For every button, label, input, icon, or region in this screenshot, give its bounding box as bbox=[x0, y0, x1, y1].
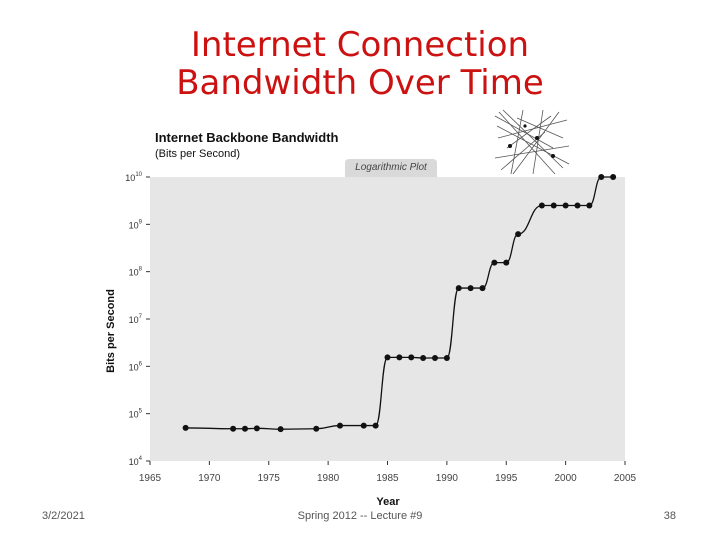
series-points bbox=[182, 174, 617, 433]
data-point bbox=[455, 285, 462, 292]
chart-axes: 1965 1970 1975 1980 1985 1990 1995 2000 2005 104 1… bbox=[125, 172, 636, 484]
data-point bbox=[420, 354, 427, 361]
data-point bbox=[574, 202, 581, 209]
y-axis-label: Bits per Second bbox=[105, 289, 117, 373]
bandwidth-line bbox=[185, 176, 614, 430]
data-point bbox=[491, 259, 498, 266]
x-tick-label: 1975 bbox=[258, 473, 281, 484]
data-point bbox=[360, 422, 367, 429]
chart-title: Internet Backbone Bandwidth (Bits per Se… bbox=[155, 130, 338, 162]
y-tick-label: 107 bbox=[129, 314, 143, 325]
data-point bbox=[372, 422, 379, 429]
data-point bbox=[586, 202, 593, 209]
data-point bbox=[337, 422, 343, 429]
data-point bbox=[538, 202, 545, 209]
footer-date: 3/2/2021 bbox=[42, 510, 85, 522]
data-point bbox=[562, 202, 569, 209]
y-tick-label: 104 bbox=[129, 456, 143, 467]
x-tick-label: 2000 bbox=[555, 473, 578, 484]
x-axis-label: Year bbox=[376, 496, 400, 508]
data-point bbox=[443, 354, 450, 361]
data-point bbox=[467, 285, 474, 292]
chart-title-text: Internet Backbone Bandwidth bbox=[155, 130, 339, 145]
data-point bbox=[408, 354, 415, 361]
network-graph-icon bbox=[494, 109, 570, 175]
data-point bbox=[479, 285, 486, 292]
data-point bbox=[396, 354, 403, 361]
slide-title-line-2: Bandwidth Over Time bbox=[176, 63, 544, 103]
footer-course: Spring 2012 -- Lecture #9 bbox=[297, 510, 423, 522]
y-tick-label: 108 bbox=[129, 267, 143, 278]
y-tick-label: 109 bbox=[129, 219, 143, 230]
y-tick-label: 106 bbox=[129, 361, 143, 372]
data-point bbox=[384, 354, 391, 361]
x-tick-label: 1980 bbox=[317, 473, 340, 484]
data-point bbox=[313, 425, 320, 432]
chart-title-unit: (Bits per Second) bbox=[155, 148, 240, 160]
plot-area bbox=[150, 177, 625, 461]
y-tick-label: 1010 bbox=[125, 172, 142, 183]
data-point bbox=[432, 354, 438, 361]
y-tick-label: 105 bbox=[129, 409, 143, 420]
data-point bbox=[598, 174, 605, 180]
x-tick-label: 1995 bbox=[495, 473, 518, 484]
data-point bbox=[253, 425, 260, 432]
x-tick-label: 1985 bbox=[376, 473, 399, 484]
series-line bbox=[185, 176, 614, 430]
data-point bbox=[182, 424, 189, 431]
data-point bbox=[230, 425, 237, 432]
data-point bbox=[242, 425, 248, 432]
x-tick-label: 2005 bbox=[614, 473, 637, 484]
data-point bbox=[515, 231, 522, 238]
x-tick-label: 1965 bbox=[139, 473, 162, 484]
data-point bbox=[503, 259, 510, 266]
x-tick-label: 1970 bbox=[198, 473, 221, 484]
data-point bbox=[550, 202, 557, 209]
slide-title-line-1: Internet Connection bbox=[190, 25, 530, 65]
data-point bbox=[277, 426, 284, 433]
footer-page-number: 38 bbox=[663, 510, 676, 522]
data-point bbox=[610, 174, 617, 180]
logarithmic-plot-tab: Logarithmic Plot bbox=[345, 159, 437, 177]
slide-title: Internet Connection Bandwidth Over Time bbox=[0, 26, 720, 102]
x-tick-label: 1990 bbox=[436, 473, 459, 484]
